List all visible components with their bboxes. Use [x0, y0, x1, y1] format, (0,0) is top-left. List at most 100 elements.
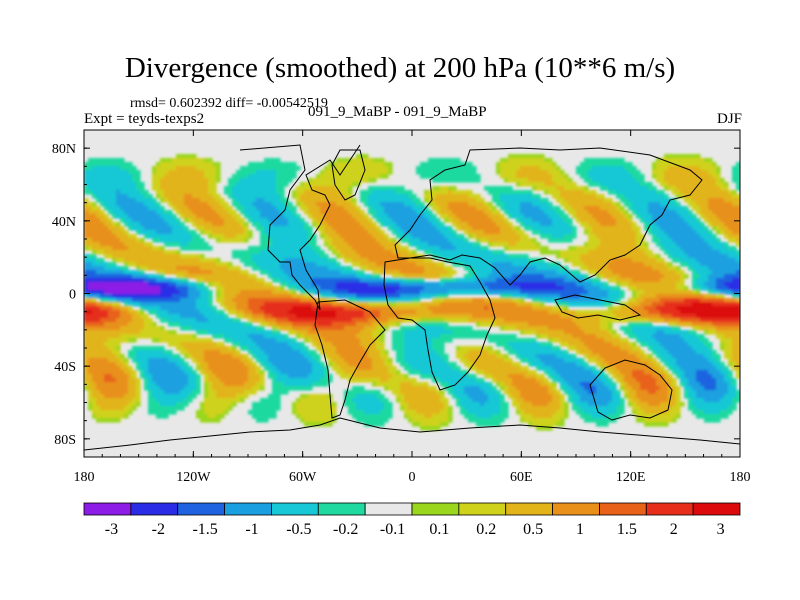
field-cell — [540, 250, 545, 255]
field-cell — [524, 242, 529, 247]
field-cell — [496, 166, 501, 171]
field-cell — [596, 230, 601, 235]
field-cell — [212, 162, 217, 167]
field-cell — [176, 222, 181, 227]
field-cell — [632, 274, 637, 279]
field-cell — [516, 226, 521, 231]
field-cell — [524, 290, 529, 295]
field-cell — [108, 294, 113, 299]
field-cell — [188, 214, 193, 219]
field-cell — [296, 286, 301, 291]
field-cell — [700, 174, 705, 179]
field-cell — [688, 218, 693, 223]
field-cell — [232, 282, 237, 287]
field-cell — [656, 206, 661, 211]
field-cell — [280, 182, 285, 187]
field-cell — [252, 298, 257, 303]
field-cell — [432, 250, 437, 255]
field-cell — [728, 274, 733, 279]
field-cell — [200, 254, 205, 259]
field-cell — [236, 174, 241, 179]
field-cell — [448, 206, 453, 211]
field-cell — [416, 170, 421, 175]
field-cell — [244, 222, 249, 227]
field-cell — [368, 158, 373, 163]
field-cell — [524, 254, 529, 259]
field-cell — [608, 202, 613, 207]
field-cell — [500, 230, 505, 235]
field-cell — [536, 282, 541, 287]
field-cell — [492, 278, 497, 283]
field-cell — [372, 190, 377, 195]
field-cell — [340, 274, 345, 279]
field-cell — [212, 270, 217, 275]
field-cell — [484, 202, 489, 207]
field-cell — [556, 250, 561, 255]
field-cell — [288, 254, 293, 259]
field-cell — [480, 230, 485, 235]
field-cell — [120, 194, 125, 199]
field-cell — [324, 226, 329, 231]
field-cell — [268, 218, 273, 223]
field-cell — [368, 226, 373, 231]
field-cell — [712, 246, 717, 251]
field-cell — [540, 154, 545, 159]
field-cell — [344, 246, 349, 251]
field-cell — [540, 226, 545, 231]
field-cell — [672, 258, 677, 263]
field-cell — [488, 270, 493, 275]
field-cell — [276, 274, 281, 279]
field-cell — [720, 270, 725, 275]
field-cell — [660, 182, 665, 187]
field-cell — [292, 270, 297, 275]
field-cell — [232, 186, 237, 191]
field-cell — [396, 262, 401, 267]
field-cell — [412, 250, 417, 255]
field-cell — [132, 194, 137, 199]
field-cell — [448, 218, 453, 223]
field-cell — [452, 242, 457, 247]
field-cell — [180, 246, 185, 251]
field-cell — [356, 254, 361, 259]
field-cell — [724, 214, 729, 219]
field-cell — [736, 222, 740, 227]
field-cell — [368, 274, 373, 279]
field-cell — [540, 202, 545, 207]
field-cell — [388, 238, 393, 243]
field-cell — [472, 234, 477, 239]
field-cell — [236, 222, 241, 227]
field-cell — [352, 178, 357, 183]
field-cell — [544, 234, 549, 239]
field-cell — [384, 270, 389, 275]
field-cell — [692, 254, 697, 259]
field-cell — [388, 198, 393, 203]
field-cell — [308, 190, 313, 195]
field-cell — [504, 178, 509, 183]
field-cell — [520, 294, 525, 299]
field-cell — [680, 290, 685, 295]
field-cell — [96, 174, 101, 179]
field-cell — [316, 270, 321, 275]
field-cell — [156, 246, 161, 251]
field-cell — [528, 174, 533, 179]
field-cell — [672, 250, 677, 255]
field-cell — [408, 294, 413, 299]
field-cell — [416, 214, 421, 219]
field-cell — [320, 186, 325, 191]
field-cell — [288, 214, 293, 219]
field-cell — [228, 206, 233, 211]
field-cell — [564, 270, 569, 275]
field-cell — [564, 290, 569, 295]
field-cell — [592, 234, 597, 239]
field-cell — [176, 266, 181, 271]
field-cell — [644, 222, 649, 227]
field-cell — [600, 282, 605, 287]
field-cell — [448, 234, 453, 239]
field-cell — [584, 158, 589, 163]
field-cell — [108, 286, 113, 291]
field-cell — [340, 162, 345, 167]
field-cell — [132, 206, 137, 211]
field-cell — [364, 202, 369, 207]
field-cell — [156, 294, 161, 299]
field-cell — [520, 258, 525, 263]
